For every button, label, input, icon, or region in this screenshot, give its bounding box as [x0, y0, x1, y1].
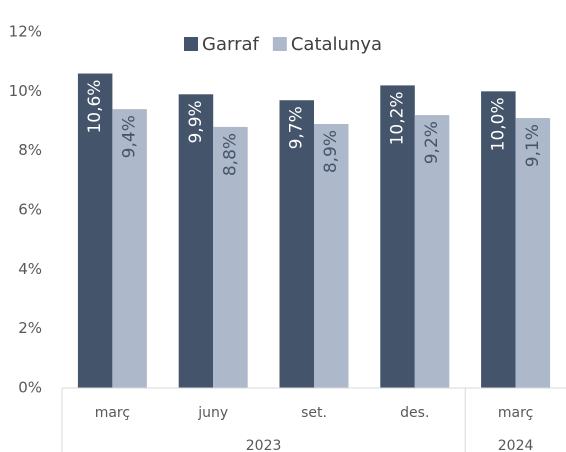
value-label: 10,6% [85, 80, 105, 134]
value-label: 9,1% [523, 124, 543, 167]
value-label: 8,8% [220, 133, 240, 176]
x-group-label: 2024 [498, 438, 534, 452]
value-label: 9,9% [186, 100, 206, 143]
bar [314, 123, 349, 388]
value-label: 10,0% [488, 97, 508, 151]
y-tick-label: 2% [18, 319, 42, 337]
legend-label: Catalunya [291, 34, 382, 55]
y-tick-label: 4% [18, 260, 42, 278]
x-tick-label: juny [197, 405, 228, 421]
value-label: 9,2% [422, 121, 442, 164]
y-tick-label: 0% [18, 379, 42, 397]
bar [515, 118, 551, 389]
legend-swatch [272, 37, 287, 51]
bar [213, 126, 248, 388]
legend-swatch [184, 37, 198, 51]
x-tick-label: març [498, 405, 533, 421]
x-group-label: 2023 [246, 438, 282, 452]
value-label: 9,7% [287, 106, 307, 149]
y-tick-label: 12% [9, 23, 42, 41]
value-label: 9,4% [120, 115, 140, 158]
x-tick-label: des. [400, 405, 429, 421]
bar [112, 109, 147, 388]
y-tick-label: 8% [18, 141, 42, 159]
bar [279, 100, 314, 388]
bar [481, 91, 516, 388]
x-tick-label: març [95, 405, 130, 421]
value-label: 8,9% [321, 130, 341, 173]
legend-label: Garraf [202, 34, 259, 55]
y-tick-label: 10% [9, 82, 42, 100]
bar [77, 73, 113, 389]
bar [178, 94, 214, 389]
bar [414, 115, 450, 389]
x-tick-label: set. [301, 405, 327, 421]
y-tick-label: 6% [18, 201, 42, 219]
bar [380, 85, 415, 389]
value-label: 10,2% [388, 91, 408, 145]
